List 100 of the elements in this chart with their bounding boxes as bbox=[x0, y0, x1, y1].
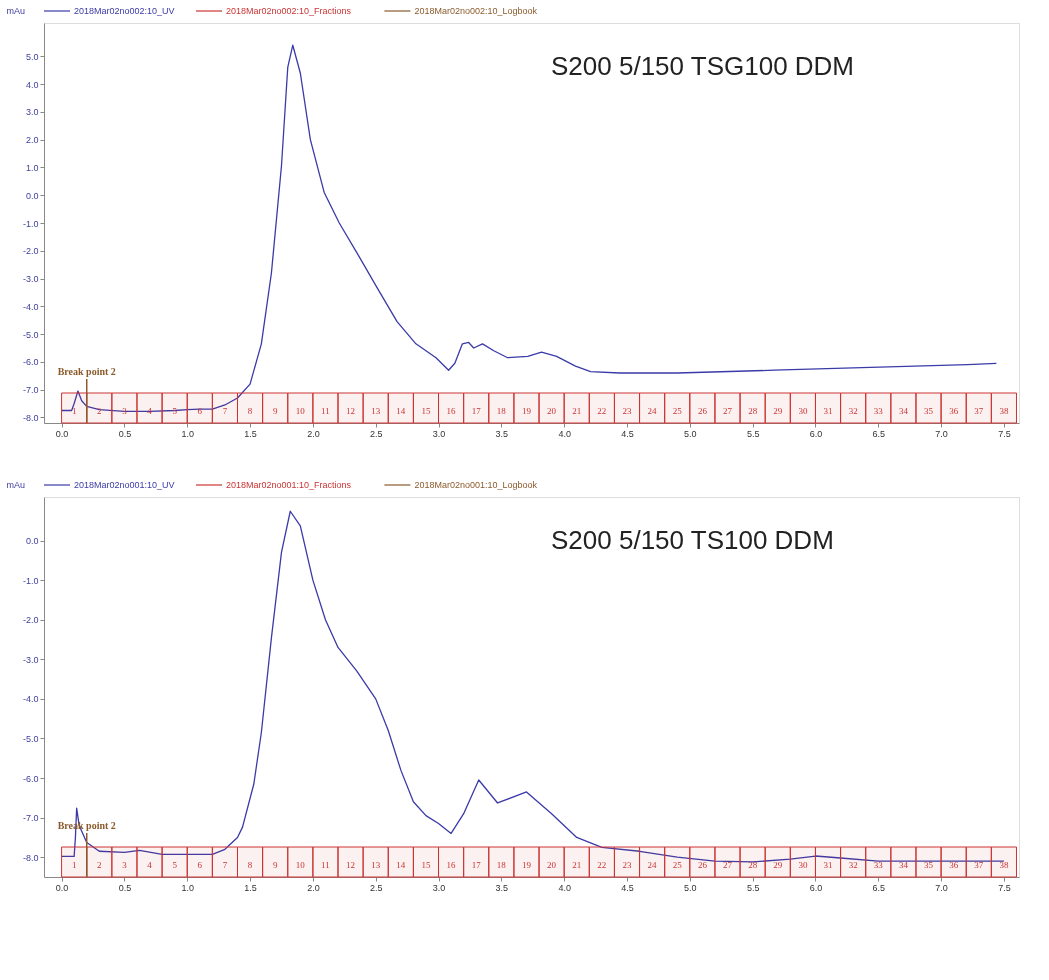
x-tick-label: 4.0 bbox=[558, 882, 571, 893]
y-axis-title: mAu bbox=[6, 5, 26, 16]
legend-label: 2018Mar02no002:10_Logbook bbox=[414, 6, 538, 16]
x-tick-label: 3.0 bbox=[432, 882, 446, 893]
y-tick-label: -3.0 bbox=[22, 654, 39, 665]
text: S200 5/150 TSG100 DDM bbox=[551, 51, 855, 81]
band-label: 20 bbox=[547, 406, 557, 416]
x-tick-label: 4.0 bbox=[558, 428, 571, 439]
band-label: 35 bbox=[924, 406, 934, 416]
x-tick-label: 2.5 bbox=[369, 428, 383, 439]
x-tick-label: 3.5 bbox=[495, 428, 509, 439]
x-tick-label: 6.5 bbox=[872, 882, 886, 893]
band-label: 36 bbox=[949, 860, 959, 870]
y-tick-label: -1.0 bbox=[22, 575, 39, 586]
y-tick-label: -7.0 bbox=[22, 813, 39, 824]
ref-line-label: Break point 2 bbox=[57, 366, 116, 377]
band-label: 27 bbox=[723, 860, 733, 870]
x-tick-label: 1.0 bbox=[181, 882, 194, 893]
band-label: 6 bbox=[197, 406, 203, 416]
band-label: 31 bbox=[823, 860, 833, 870]
band-label: 22 bbox=[597, 406, 607, 416]
x-tick-label: 5.0 bbox=[684, 428, 697, 439]
band-label: 11 bbox=[321, 406, 330, 416]
legend-label: 2018Mar02no002:10_UV bbox=[74, 6, 175, 16]
x-tick-label: 7.0 bbox=[935, 428, 948, 439]
x-tick-label: 3.5 bbox=[495, 882, 509, 893]
x-tick-label: 6.5 bbox=[872, 428, 886, 439]
y-tick-label: 0.0 bbox=[25, 536, 39, 547]
band-label: 27 bbox=[723, 406, 733, 416]
band-label: 33 bbox=[873, 860, 884, 870]
x-tick-label: 3.0 bbox=[432, 428, 446, 439]
y-tick-label: 5.0 bbox=[25, 51, 39, 62]
band-label: 20 bbox=[547, 860, 557, 870]
band-label: 32 bbox=[848, 406, 858, 416]
text: S200 5/150 TS100 DDM bbox=[551, 525, 834, 555]
y-tick-label: -6.0 bbox=[22, 357, 39, 368]
x-tick-label: 0.0 bbox=[55, 882, 69, 893]
x-tick-label: 5.5 bbox=[746, 428, 760, 439]
band-label: 9 bbox=[272, 406, 278, 416]
y-tick-label: 4.0 bbox=[25, 79, 39, 90]
band-label: 17 bbox=[471, 406, 482, 416]
band-label: 32 bbox=[848, 860, 858, 870]
legend-label: 2018Mar02no001:10_Fractions bbox=[226, 480, 352, 490]
band-label: 13 bbox=[371, 406, 381, 416]
y-tick-label: -4.0 bbox=[22, 301, 39, 312]
band-label: 12 bbox=[346, 860, 356, 870]
y-tick-label: -4.0 bbox=[22, 694, 39, 705]
band-label: 17 bbox=[471, 860, 482, 870]
y-tick-label: -7.0 bbox=[22, 385, 39, 396]
y-tick-label: -2.0 bbox=[22, 246, 39, 257]
band-label: 36 bbox=[949, 406, 959, 416]
x-tick-label: 7.0 bbox=[935, 882, 948, 893]
x-tick-label: 2.5 bbox=[369, 882, 383, 893]
y-tick-label: -8.0 bbox=[22, 412, 39, 423]
band-label: 10 bbox=[295, 406, 306, 416]
y-tick-label: -1.0 bbox=[22, 218, 39, 229]
band-label: 31 bbox=[823, 406, 833, 416]
band-label: 37 bbox=[974, 406, 984, 416]
band-label: 30 bbox=[798, 860, 808, 870]
band-label: 9 bbox=[272, 860, 278, 870]
band-label: 34 bbox=[898, 406, 909, 416]
band-label: 19 bbox=[521, 406, 532, 416]
band-label: 28 bbox=[748, 860, 758, 870]
x-tick-label: 0.0 bbox=[55, 428, 69, 439]
band-label: 21 bbox=[572, 860, 582, 870]
band-label: 23 bbox=[622, 860, 632, 870]
band-label: 5 bbox=[172, 406, 178, 416]
band-label: 38 bbox=[999, 406, 1009, 416]
band-label: 6 bbox=[197, 860, 203, 870]
y-tick-label: -6.0 bbox=[22, 773, 39, 784]
x-tick-label: 1.0 bbox=[181, 428, 194, 439]
x-tick-label: 2.0 bbox=[307, 882, 320, 893]
band-label: 10 bbox=[295, 860, 306, 870]
band-label: 3 bbox=[122, 860, 128, 870]
band-label: 29 bbox=[773, 860, 783, 870]
band-label: 26 bbox=[697, 406, 708, 416]
y-tick-label: 3.0 bbox=[25, 107, 39, 118]
band-label: 4 bbox=[147, 406, 153, 416]
y-tick-label: -5.0 bbox=[22, 329, 39, 340]
x-tick-label: 1.5 bbox=[244, 428, 257, 439]
y-tick-label: 1.0 bbox=[25, 162, 39, 173]
band-label: 7 bbox=[222, 406, 228, 416]
x-tick-label: 2.0 bbox=[307, 428, 320, 439]
band-label: 24 bbox=[647, 406, 658, 416]
y-tick-label: -8.0 bbox=[22, 852, 39, 863]
y-tick-label: 2.0 bbox=[25, 135, 39, 146]
legend-label: 2018Mar02no001:10_Logbook bbox=[414, 480, 538, 490]
band-label: 24 bbox=[647, 860, 658, 870]
band-label: 11 bbox=[321, 860, 330, 870]
band-label: 14 bbox=[396, 406, 406, 416]
x-tick-label: 4.5 bbox=[621, 882, 634, 893]
band-label: 5 bbox=[172, 860, 178, 870]
y-tick-label: -3.0 bbox=[22, 274, 39, 285]
x-tick-label: 0.5 bbox=[118, 882, 132, 893]
band-label: 13 bbox=[371, 860, 381, 870]
band-label: 22 bbox=[597, 860, 607, 870]
band-label: 34 bbox=[898, 860, 909, 870]
band-label: 28 bbox=[748, 406, 758, 416]
y-tick-label: -5.0 bbox=[22, 733, 39, 744]
band-label: 3 bbox=[122, 406, 128, 416]
